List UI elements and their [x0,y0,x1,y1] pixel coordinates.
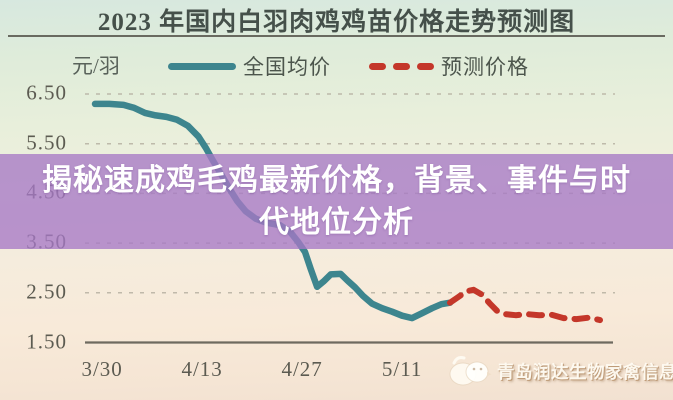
legend-label-forecast: 预测价格 [441,55,529,79]
x-axis-tick-label: 4/13 [181,357,223,381]
title-underline [8,35,665,37]
watermark: 青岛润达生物家禽信息 [447,351,673,391]
x-axis-tick-label: 5/11 [381,357,423,381]
y-axis-tick-label: 6.50 [26,80,67,105]
chick-icon [449,356,492,386]
headline-line-2: 代地位分析 [259,205,414,239]
dashed-line-icon [369,62,434,70]
y-axis-unit-label: 元/羽 [72,54,120,78]
chart-legend: 全国均价 预测价格 [168,51,529,81]
solid-line-icon [168,62,236,70]
page-title: 2023 年国内白羽肉鸡鸡苗价格走势预测图 [97,9,576,36]
y-axis-tick-label: 1.50 [26,329,67,353]
headline-banner: 揭秘速成鸡毛鸡最新价格，背景、事件与时 代地位分析 [0,154,673,249]
watermark-text: 青岛润达生物家禽信息 [497,361,673,382]
headline-line-1: 揭秘速成鸡毛鸡最新价格，背景、事件与时 [42,163,631,197]
y-axis-tick-label: 2.50 [26,279,67,304]
legend-label-national-average: 全国均价 [243,55,331,79]
forecast-price-line [447,286,603,324]
y-axis-tick-label: 5.50 [26,130,67,155]
x-axis-tick-label: 4/27 [281,357,323,381]
x-axis-tick-label: 3/30 [81,357,123,381]
